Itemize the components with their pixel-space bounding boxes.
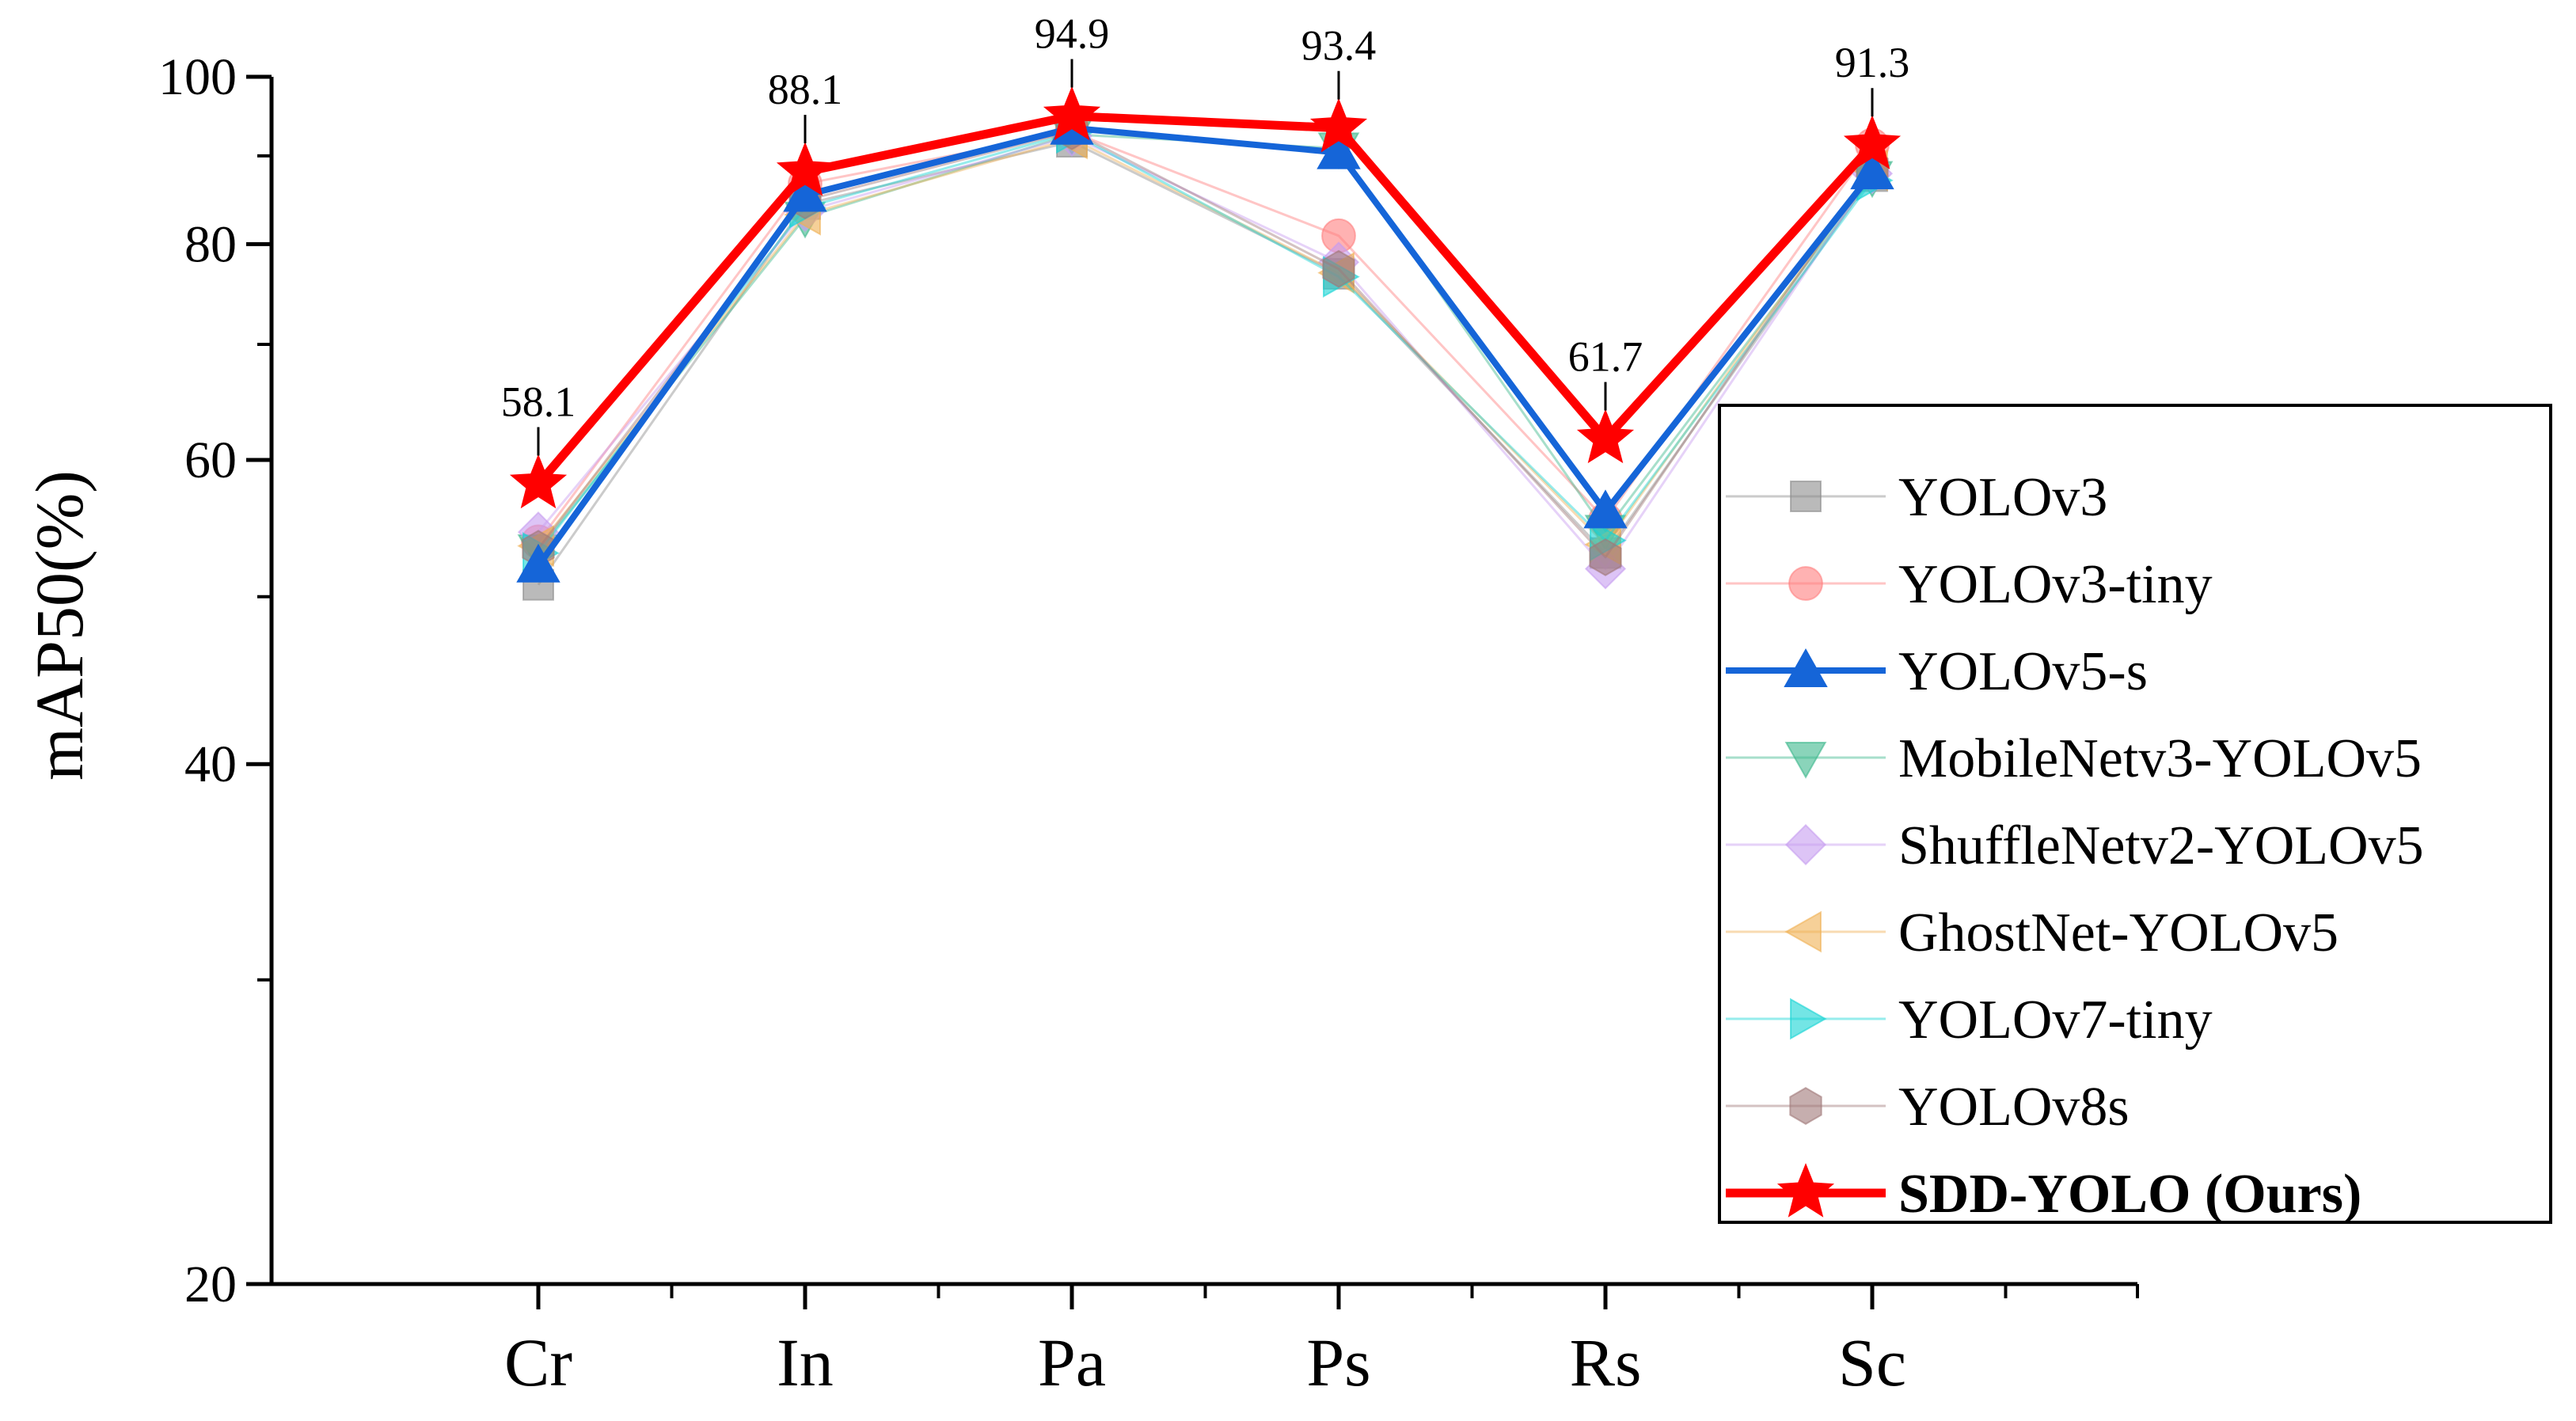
- legend-marker-yolov3-tiny: [1788, 566, 1823, 601]
- series-line-yolov8s: [537, 130, 1874, 559]
- series-ghostnet-yolov5: [517, 117, 1888, 568]
- x-tick-label-rs: Rs: [1570, 1324, 1642, 1400]
- series-line-shufflenetv2-yolov5: [537, 135, 1874, 570]
- data-point-sdd-yolo-ours-pa: [1043, 85, 1101, 141]
- legend-item-mobilenetv3-yolov5: MobileNetv3-YOLOv5: [1726, 728, 2422, 789]
- series-line-yolov5-s: [535, 124, 1875, 568]
- legend-box: [1718, 404, 2552, 1224]
- legend-marker-sdd-yolo-ours: [1776, 1163, 1835, 1218]
- series-yolov3: [522, 126, 1888, 601]
- legend-item-ghostnet-yolov5: GhostNet-YOLOv5: [1726, 902, 2339, 963]
- legend-label-ghostnet-yolov5: GhostNet-YOLOv5: [1898, 902, 2339, 963]
- annotation-label-cr: 58.1: [501, 378, 576, 426]
- x-tick-label-cr: Cr: [504, 1324, 572, 1400]
- legend-item-yolov8s: YOLOv8s: [1726, 1077, 2130, 1138]
- data-point-sdd-yolo-ours-in: [776, 142, 834, 196]
- x-tick-label-sc: Sc: [1838, 1324, 1906, 1400]
- legend-label-yolov3: YOLOv3: [1898, 467, 2107, 528]
- series-yolov3-tiny: [521, 114, 1890, 560]
- legend-label-yolov7-tiny: YOLOv7-tiny: [1898, 990, 2213, 1051]
- annotation-label-pa: 94.9: [1035, 10, 1110, 58]
- legend-item-shufflenetv2-yolov5: ShuffleNetv2-YOLOv5: [1726, 815, 2424, 876]
- axes: 20 40 60 80 100 Cr In Pa Ps Rs Sc: [158, 48, 2139, 1400]
- y-tick-label: 40: [184, 735, 237, 793]
- legend: YOLOv3 YOLOv3-tiny YOLOv5-s MobileNetv3-YOL…: [1718, 404, 2552, 1225]
- legend-label-yolov5-s: YOLOv5-s: [1898, 641, 2148, 702]
- annotation-label-in: 88.1: [768, 66, 843, 113]
- annotation-label-rs: 61.7: [1568, 333, 1643, 381]
- data-point-yolov5-s-in: [783, 173, 827, 212]
- series-layer: [509, 85, 1902, 601]
- series-yolov8s: [522, 112, 1889, 576]
- series-line-yolov7-tiny: [537, 131, 1874, 554]
- data-point-yolov5-s-ps: [1316, 130, 1361, 169]
- legend-item-yolov3: YOLOv3: [1726, 467, 2107, 528]
- y-tick-label: 80: [184, 215, 237, 273]
- legend-marker-shufflenetv2-yolov5: [1784, 823, 1827, 866]
- series-yolov7-tiny: [522, 112, 1894, 574]
- legend-marker-ghostnet-yolov5: [1784, 910, 1822, 953]
- y-tick-label: 100: [158, 48, 237, 106]
- y-tick-label: 20: [184, 1256, 237, 1313]
- data-point-yolov5-s-rs: [1583, 489, 1628, 529]
- data-point-sdd-yolo-ours-rs: [1576, 408, 1635, 464]
- x-tick-label-pa: Pa: [1038, 1324, 1106, 1400]
- data-point-yolov5-s-cr: [516, 543, 560, 583]
- data-point-yolov5-s-sc: [1850, 150, 1894, 190]
- legend-label-yolov8s: YOLOv8s: [1898, 1077, 2130, 1138]
- legend-label-mobilenetv3-yolov5: MobileNetv3-YOLOv5: [1898, 728, 2422, 789]
- annotations: 58.1 88.1 94.9 93.4 61.7 91.3: [501, 10, 1910, 456]
- data-point-yolov8s-ps: [1322, 249, 1355, 288]
- series-line-yolov3-tiny: [537, 131, 1874, 543]
- annotation-label-sc: 91.3: [1835, 39, 1910, 86]
- legend-label-shufflenetv2-yolov5: ShuffleNetv2-YOLOv5: [1898, 815, 2424, 876]
- series-line-sdd-yolo-ours: [534, 112, 1876, 488]
- legend-marker-yolov5-s: [1784, 648, 1828, 687]
- legend-marker-yolov7-tiny: [1790, 997, 1827, 1040]
- legend-item-yolov5-s: YOLOv5-s: [1726, 641, 2148, 702]
- series-line-ghostnet-yolov5: [537, 137, 1874, 547]
- series-sdd-yolo-ours: [509, 85, 1902, 509]
- legend-marker-mobilenetv3-yolov5: [1784, 742, 1827, 779]
- data-point-yolov8s-rs: [1589, 538, 1622, 576]
- data-point-sdd-yolo-ours-sc: [1843, 115, 1902, 169]
- y-axis-title: mAP50(%): [21, 470, 97, 781]
- annotation-label-ps: 93.4: [1301, 22, 1377, 70]
- legend-label-sdd-yolo-ours: SDD-YOLO (Ours): [1898, 1164, 2361, 1225]
- series-line-mobilenetv3-yolov5: [537, 133, 1874, 551]
- x-tick-label-ps: Ps: [1306, 1324, 1370, 1400]
- legend-item-yolov7-tiny: YOLOv7-tiny: [1726, 990, 2213, 1051]
- series-line-yolov3: [537, 140, 1874, 586]
- data-point-sdd-yolo-ours-cr: [509, 454, 568, 509]
- legend-marker-yolov3: [1790, 481, 1822, 512]
- legend-marker-yolov8s: [1789, 1087, 1822, 1125]
- legend-label-yolov3-tiny: YOLOv3-tiny: [1898, 554, 2213, 615]
- x-tick-label-in: In: [777, 1324, 834, 1400]
- data-point-sdd-yolo-ours-ps: [1309, 97, 1368, 153]
- y-tick-label: 60: [184, 431, 237, 489]
- legend-item-sdd-yolo-ours: SDD-YOLO (Ours): [1726, 1163, 2361, 1225]
- legend-item-yolov3-tiny: YOLOv3-tiny: [1726, 554, 2213, 615]
